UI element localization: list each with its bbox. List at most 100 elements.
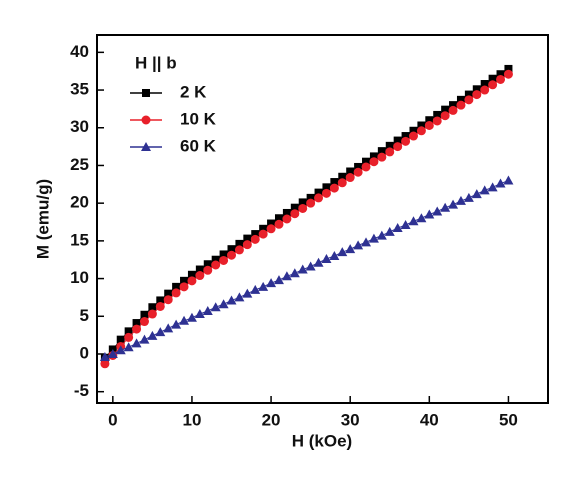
series-line — [104, 180, 509, 358]
data-point — [306, 198, 316, 208]
data-point — [156, 296, 165, 305]
data-point — [321, 253, 332, 263]
data-point — [441, 105, 450, 114]
y-tick-label: -5 — [74, 381, 89, 400]
x-tick-label: 40 — [420, 410, 439, 429]
data-point — [337, 178, 347, 188]
data-point — [140, 310, 149, 319]
data-point — [449, 101, 458, 110]
data-point — [424, 209, 435, 219]
data-point — [187, 270, 196, 279]
data-point — [187, 276, 197, 286]
data-point — [139, 317, 149, 327]
data-point — [180, 276, 189, 285]
y-tick-label: 40 — [70, 42, 89, 61]
data-point — [234, 245, 244, 255]
data-point — [226, 295, 237, 305]
data-point — [377, 147, 386, 156]
data-point — [164, 289, 173, 298]
data-point — [330, 178, 339, 187]
data-point — [218, 299, 229, 309]
data-point — [282, 208, 291, 217]
data-point — [219, 250, 228, 259]
data-point — [361, 162, 371, 172]
data-point — [495, 178, 506, 188]
data-point — [194, 309, 205, 319]
data-point — [480, 80, 489, 89]
data-point — [329, 183, 339, 193]
data-point — [273, 275, 284, 285]
data-point — [322, 183, 331, 192]
data-point — [195, 265, 204, 274]
data-point — [416, 213, 427, 223]
data-point — [274, 214, 283, 223]
data-point — [172, 282, 181, 291]
data-point — [219, 255, 229, 265]
data-point — [259, 224, 268, 233]
y-tick-label: 0 — [80, 343, 89, 362]
x-axis-label: H (kOe) — [292, 431, 352, 450]
data-point — [281, 271, 292, 281]
data-point — [171, 288, 181, 298]
data-point — [432, 116, 442, 126]
data-point — [496, 70, 505, 79]
data-point — [155, 327, 166, 337]
data-point — [409, 126, 418, 135]
data-point — [496, 74, 506, 84]
data-point — [503, 69, 513, 79]
data-point — [179, 282, 189, 292]
data-point — [186, 312, 197, 322]
data-point — [258, 229, 268, 239]
data-point — [124, 332, 134, 342]
data-point — [346, 167, 355, 176]
y-tick-label: 20 — [70, 193, 89, 212]
data-point — [132, 319, 141, 328]
y-tick-label: 25 — [70, 155, 89, 174]
data-point — [362, 157, 371, 166]
data-point — [448, 105, 458, 115]
data-point — [195, 271, 205, 281]
data-point — [448, 199, 459, 209]
data-point — [203, 265, 213, 275]
series-line — [104, 73, 509, 365]
data-point — [258, 281, 269, 291]
y-axis-label: M (emu/g) — [33, 179, 52, 259]
data-point — [385, 147, 395, 157]
data-point — [425, 116, 434, 125]
data-point — [202, 306, 213, 315]
legend-marker — [141, 115, 151, 125]
data-point — [266, 278, 277, 288]
y-tick-label: 30 — [70, 117, 89, 136]
data-point — [314, 193, 324, 203]
legend-label: 60 K — [180, 136, 217, 155]
data-point — [353, 240, 364, 250]
data-point — [337, 247, 348, 257]
data-point — [361, 237, 372, 247]
data-point — [488, 80, 498, 90]
data-point — [290, 203, 299, 212]
data-point — [432, 206, 443, 216]
data-point — [267, 219, 276, 228]
data-point — [400, 220, 411, 230]
data-point — [408, 131, 418, 141]
data-point — [123, 342, 134, 352]
data-point — [464, 90, 473, 99]
data-point — [345, 244, 356, 254]
data-point — [456, 95, 465, 104]
data-point — [393, 142, 403, 152]
legend-marker — [142, 89, 150, 97]
data-point — [369, 152, 378, 161]
data-point — [306, 193, 315, 202]
data-point — [345, 173, 355, 183]
data-point — [99, 352, 110, 361]
y-tick-label: 35 — [70, 80, 89, 99]
legend-label: 2 K — [180, 82, 207, 101]
data-point — [463, 192, 474, 202]
data-point — [368, 233, 379, 243]
data-point — [179, 315, 190, 325]
legend-marker — [141, 142, 151, 151]
data-point — [313, 257, 324, 267]
data-point — [210, 302, 221, 312]
data-point — [369, 157, 379, 167]
data-point — [139, 334, 150, 344]
